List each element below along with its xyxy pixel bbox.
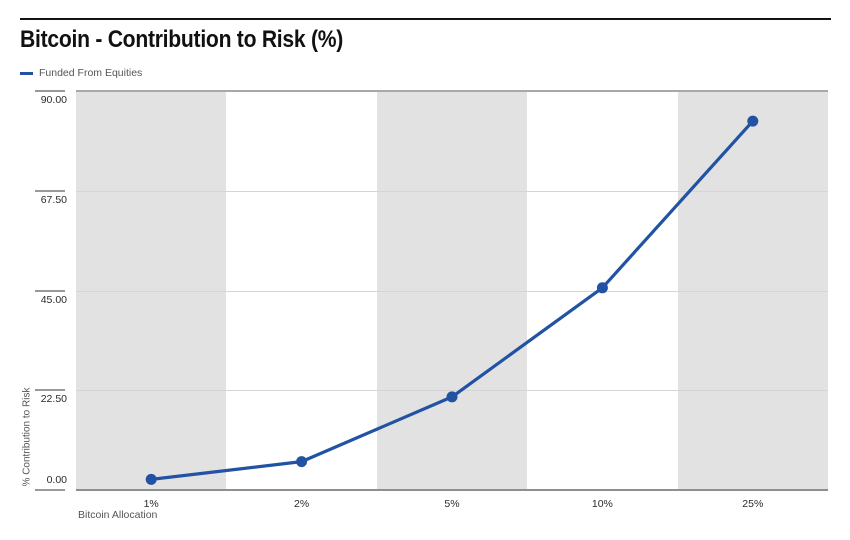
y-tick-label: 90.00: [40, 94, 67, 106]
y-gridline: [76, 290, 828, 292]
y-tick-mark: [35, 90, 65, 92]
y-gridline: [76, 190, 828, 192]
x-axis-line: [76, 489, 828, 491]
plot-top-border: [76, 90, 828, 92]
plot-area: 0.00 22.50 45.00 67.50 90.00 1% 2% 5% 10% 25%: [35, 90, 828, 510]
y-tick-mark: [35, 289, 65, 292]
y-tick-label: 22.50: [40, 393, 67, 406]
chart-title: Bitcoin - Contribution to Risk (%): [20, 26, 344, 53]
y-tick-label: 0.00: [46, 474, 67, 486]
y-tick-mark: [35, 489, 65, 491]
x-tick-label: 5%: [444, 498, 460, 510]
y-tick-label: 67.50: [40, 193, 67, 206]
data-point[interactable]: [596, 282, 608, 294]
legend-line-icon: [20, 71, 33, 75]
series-line: [151, 120, 754, 481]
y-gridline: [76, 390, 828, 392]
x-tick-label: 1%: [143, 498, 159, 510]
x-tick-label: 10%: [591, 498, 613, 510]
legend-label: Funded From Equities: [39, 67, 143, 79]
x-tick-label: 25%: [742, 498, 764, 510]
data-point[interactable]: [296, 456, 308, 468]
y-tick-label: 45.00: [40, 293, 67, 306]
x-axis-title: Bitcoin Allocation: [78, 509, 158, 521]
data-point[interactable]: [446, 391, 458, 403]
series-layer: [145, 115, 759, 485]
data-point[interactable]: [145, 473, 157, 485]
x-tick-label: 2%: [294, 498, 310, 510]
title-rule: [20, 18, 831, 20]
legend-item-funded-from-equities[interactable]: Funded From Equities: [20, 67, 142, 79]
data-point[interactable]: [747, 115, 759, 127]
y-tick-mark: [35, 189, 65, 192]
y-axis-title: % Contribution to Risk: [21, 387, 33, 487]
y-tick-mark: [35, 389, 65, 392]
